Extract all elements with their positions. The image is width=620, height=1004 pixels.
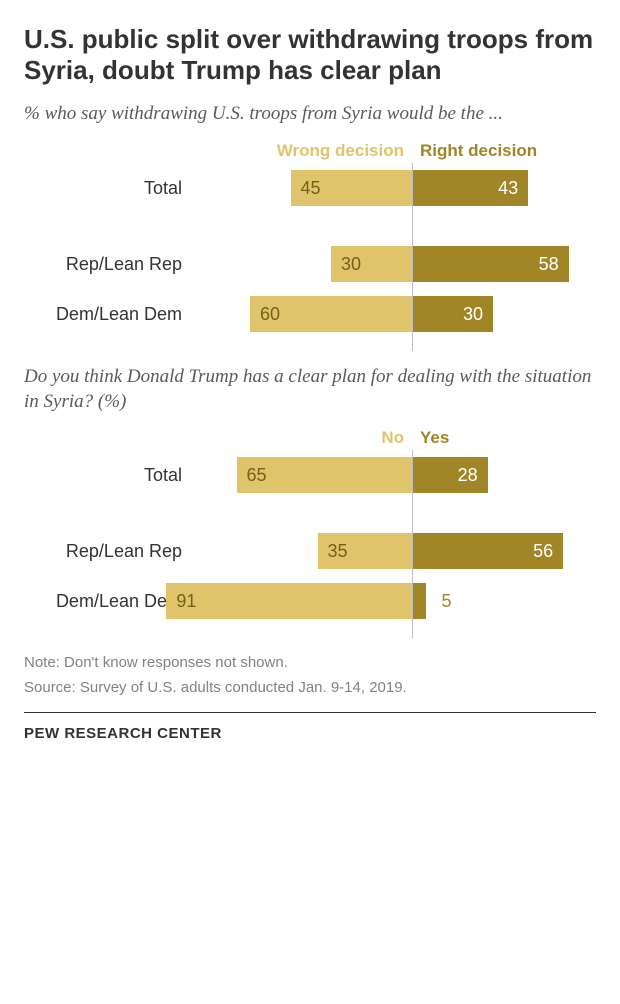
row-bars: 3556	[194, 530, 596, 572]
row-label: Rep/Lean Rep	[24, 541, 194, 562]
bar-left: 65	[237, 457, 413, 493]
chart1-legend: Wrong decisionRight decision	[24, 141, 596, 161]
bar-left: 35	[318, 533, 413, 569]
chart2-bars: Total6528Rep/Lean Rep3556Dem/Lean Dem915	[24, 454, 596, 622]
row-label: Total	[24, 465, 194, 486]
chart1: Wrong decisionRight decision Total4543Re…	[24, 141, 596, 335]
row-bars: 915	[194, 580, 596, 622]
row-bars: 6528	[194, 454, 596, 496]
row-label: Rep/Lean Rep	[24, 254, 194, 275]
row-label: Dem/Lean Dem	[24, 304, 194, 325]
chart-title: U.S. public split over withdrawing troop…	[24, 24, 596, 86]
bar-row: Dem/Lean Dem6030	[24, 293, 596, 335]
bar-left: 60	[250, 296, 412, 332]
legend-left-label: Wrong decision	[242, 141, 412, 161]
legend-left-label: No	[242, 428, 412, 448]
row-bars: 6030	[194, 293, 596, 335]
chart1-subtitle: % who say withdrawing U.S. troops from S…	[24, 102, 596, 127]
bar-right: 56	[412, 533, 563, 569]
bar-left: 91	[166, 583, 412, 619]
footer-attribution: PEW RESEARCH CENTER	[24, 725, 596, 742]
bar-row: Dem/Lean Dem915	[24, 580, 596, 622]
bar-left: 45	[291, 170, 413, 206]
row-label: Total	[24, 178, 194, 199]
chart2: NoYes Total6528Rep/Lean Rep3556Dem/Lean …	[24, 428, 596, 622]
footer-divider	[24, 712, 596, 713]
bar-right: 28	[412, 457, 488, 493]
bar-right: 43	[412, 170, 528, 206]
axis-line	[412, 163, 413, 351]
bar-left: 30	[331, 246, 412, 282]
bar-row: Total6528	[24, 454, 596, 496]
note-line-1: Note: Don't know responses not shown.	[24, 652, 596, 673]
legend-right-label: Yes	[412, 428, 582, 448]
bar-row: Rep/Lean Rep3058	[24, 243, 596, 285]
note-line-2: Source: Survey of U.S. adults conducted …	[24, 677, 596, 698]
row-bars: 3058	[194, 243, 596, 285]
chart2-legend: NoYes	[24, 428, 596, 448]
axis-line	[412, 450, 413, 638]
legend-right-label: Right decision	[412, 141, 582, 161]
bar-row: Total4543	[24, 167, 596, 209]
bar-row: Rep/Lean Rep3556	[24, 530, 596, 572]
bar-right-value: 5	[441, 591, 451, 612]
bar-right: 5	[412, 583, 426, 619]
chart2-subtitle: Do you think Donald Trump has a clear pl…	[24, 365, 596, 414]
chart1-bars: Total4543Rep/Lean Rep3058Dem/Lean Dem603…	[24, 167, 596, 335]
bar-right: 58	[412, 246, 569, 282]
row-bars: 4543	[194, 167, 596, 209]
bar-right: 30	[412, 296, 493, 332]
